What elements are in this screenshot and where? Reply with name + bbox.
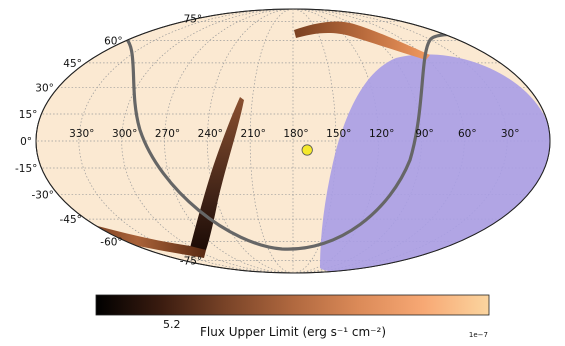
colorbar-label: Flux Upper Limit (erg s⁻¹ cm⁻²) [200,325,386,339]
colorbar-exponent: 1e−7 [469,331,488,339]
latitude-labels: 75° 60° 45° 30° 15° 0° -15° -30° -45° -60° -75° [15,13,202,267]
flux-streak-southern [68,218,206,258]
flux-streak-northern [294,21,430,61]
latitude-tick-label: 0° [20,136,32,148]
colorbar-tick-label: 5.2 [163,318,181,331]
latitude-tick-label: -45° [59,214,81,226]
meridian-line [206,9,294,273]
longitude-tick-label: 270° [155,128,180,140]
latitude-tick-label: -60° [100,237,122,249]
map-border [35,8,551,274]
longitude-tick-label: 30° [501,128,520,140]
latitude-tick-label: -75° [180,256,202,268]
longitude-tick-label: 90° [415,128,434,140]
longitude-tick-label: 210° [241,128,266,140]
longitude-tick-label: 60° [458,128,477,140]
latitude-tick-label: -30° [31,189,53,201]
flux-streak-edge [518,208,526,216]
longitude-tick-label: 150° [326,128,351,140]
source-marker [301,144,313,156]
latitude-tick-label: 75° [184,13,203,25]
galactic-plane-curve [121,32,472,251]
latitude-tick-label: 30° [35,83,54,95]
longitude-labels: 330° 300° 270° 240° 210° 180° 150° 120° 90° 60° 30… [69,128,519,140]
flux-streak-main [190,97,244,250]
longitude-tick-label: 330° [69,128,94,140]
meridian-line [292,9,337,273]
latitude-tick-label: 15° [19,109,38,121]
longitude-tick-label: 300° [112,128,137,140]
coverage-region [320,54,550,273]
longitude-tick-label: 180° [283,128,308,140]
latitude-tick-label: -15° [15,163,37,175]
latitude-tick-label: 60° [104,35,123,47]
longitude-tick-label: 240° [198,128,223,140]
latitude-tick-label: 45° [63,58,82,70]
colorbar [95,294,490,316]
longitude-tick-label: 120° [369,128,394,140]
